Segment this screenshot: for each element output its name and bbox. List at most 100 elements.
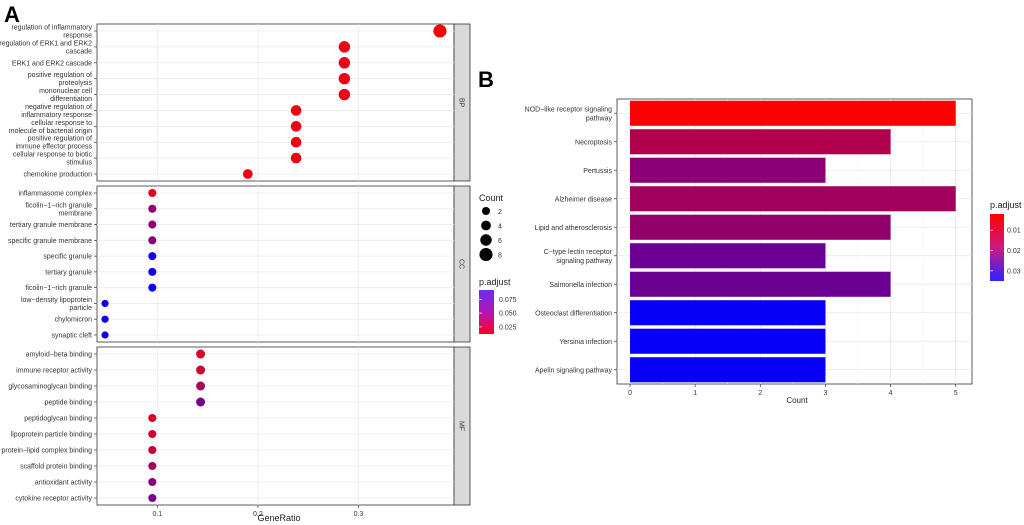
term-label: chemokine production [24, 172, 93, 179]
term-label: regulation of ERK1 and ERK2 [0, 40, 92, 47]
term-label: stimulus [66, 160, 92, 167]
panel-b-letter: B [478, 67, 494, 92]
facet-layer: BP regulation of inflammatoryresponseregu… [0, 23, 471, 518]
enrichment-dot [148, 493, 157, 503]
term-label: molecule of bacterial origin [9, 128, 92, 135]
term-label: ficolin−1−rich granule [25, 202, 92, 209]
count-legend-label: 6 [498, 238, 502, 245]
count-legend-label: 8 [498, 253, 502, 260]
enrichment-dot [338, 41, 351, 53]
term-label: positive regulation of [28, 136, 92, 143]
term-label: cascade [66, 48, 92, 55]
padjust-legend-title-a: p.adjust [479, 277, 511, 287]
enrichment-dot [290, 105, 302, 116]
term-label: negative regulation of [25, 104, 92, 111]
count-legend-dot [481, 220, 491, 231]
count-legend-dot [481, 206, 491, 216]
term-label: response [63, 33, 92, 40]
facet-cc: CC inflammasome complex ficolin−1−rich gra… [8, 185, 471, 343]
bar [630, 129, 891, 155]
facet-strip [453, 23, 471, 182]
enrichment-dot [242, 169, 253, 179]
term-label: ERK1 and ERK2 cascade [12, 60, 92, 67]
enrichment-dot [196, 349, 206, 359]
category-label: NOD−like receptor signaling [525, 106, 612, 113]
category-label: Necroptosis [575, 139, 612, 146]
enrichment-dot [338, 88, 351, 101]
padjust-legend-ticks-b: 0.01 0.02 0.03 [990, 228, 1021, 275]
enrichment-dot [148, 413, 157, 423]
x-tick-label: 0 [628, 390, 632, 397]
term-label: tertiary granule membrane [10, 222, 92, 229]
term-label: membrane [59, 210, 93, 217]
x-tick-label: 4 [889, 390, 893, 397]
bar [630, 243, 826, 269]
enrichment-dot [148, 220, 157, 229]
term-label: cellular response to [31, 120, 92, 127]
term-label: regulation of inflammatory [11, 25, 92, 32]
category-label: Apelin signaling pathway [535, 367, 613, 374]
bar [630, 157, 826, 183]
enrichment-dot [148, 188, 157, 198]
enrichment-dot [101, 315, 109, 323]
enrichment-dot [101, 331, 109, 339]
enrichment-dot [290, 152, 302, 164]
facet-panel-background [96, 185, 455, 343]
facet-strip [453, 185, 471, 343]
bar-chart-x-axis-label: Count [786, 396, 808, 405]
enrichment-dot [148, 461, 157, 471]
x-tick-label: 2 [758, 390, 762, 397]
count-legend: 2 4 6 8 [479, 206, 502, 262]
term-label: lipoprotein particle binding [11, 432, 92, 439]
category-label: Pertussis [583, 168, 612, 175]
category-label: C−type lectin receptor [544, 249, 613, 256]
term-label: chylomicron [55, 317, 92, 324]
enrichment-dot [148, 236, 157, 245]
category-label: Lipid and atherosclerosis [535, 225, 613, 232]
term-label: mononuclear cell [39, 88, 92, 95]
term-label: peptide binding [45, 400, 93, 407]
enrichment-dot [148, 252, 157, 261]
facet-panel-background [96, 23, 455, 182]
term-label: cytokine receptor activity [15, 496, 92, 503]
term-label: specific granule membrane [8, 238, 92, 245]
enrichment-dot [148, 267, 157, 276]
bar [630, 357, 826, 383]
x-tick-label: 0.2 [253, 511, 263, 518]
count-legend-label: 4 [498, 224, 502, 231]
term-label: scaffold protein binding [20, 464, 92, 471]
count-legend-title: Count [479, 193, 504, 203]
bar [630, 100, 956, 126]
padjust-colorbar-b [990, 214, 1004, 281]
term-label: peptidoglycan binding [24, 416, 92, 423]
colorbar-label: 0.050 [499, 311, 517, 318]
x-tick-label: 1 [693, 390, 697, 397]
facet-strip-label: MF [458, 421, 465, 431]
term-label: immune receptor activity [16, 368, 92, 375]
x-tick-label: 5 [954, 390, 958, 397]
x-tick-label: 3 [823, 390, 827, 397]
colorbar-label: 0.01 [1007, 228, 1021, 235]
enrichment-dot [101, 299, 109, 308]
term-label: low−density lipoprotein [21, 297, 92, 304]
dot-plot-panel: BP regulation of inflammatoryresponseregu… [0, 23, 517, 523]
bar-chart-panel: NOD−like receptor signaling pathway Necrop… [525, 98, 1022, 405]
enrichment-dot [196, 381, 206, 391]
x-tick-label: 0.3 [354, 511, 364, 518]
bar-y-labels: NOD−like receptor signaling pathway Necrop… [525, 106, 617, 374]
facet-strip-label: BP [458, 98, 465, 108]
term-label: ficolin−1−rich granule [25, 285, 92, 292]
term-label: glycosaminoglycan binding [8, 384, 92, 391]
facet-strip [453, 346, 471, 506]
term-label: protein−lipid complex binding [2, 448, 93, 455]
enrichment-dot [196, 365, 206, 375]
count-legend-dot [480, 234, 492, 246]
category-label: pathway [586, 115, 613, 122]
padjust-colorbar-a [479, 290, 494, 334]
term-label: tertiary granule [45, 269, 92, 276]
category-label: Yersinia infection [559, 339, 612, 346]
enrichment-dot [290, 121, 302, 132]
colorbar-label: 0.03 [1007, 268, 1021, 275]
bar [630, 186, 956, 212]
